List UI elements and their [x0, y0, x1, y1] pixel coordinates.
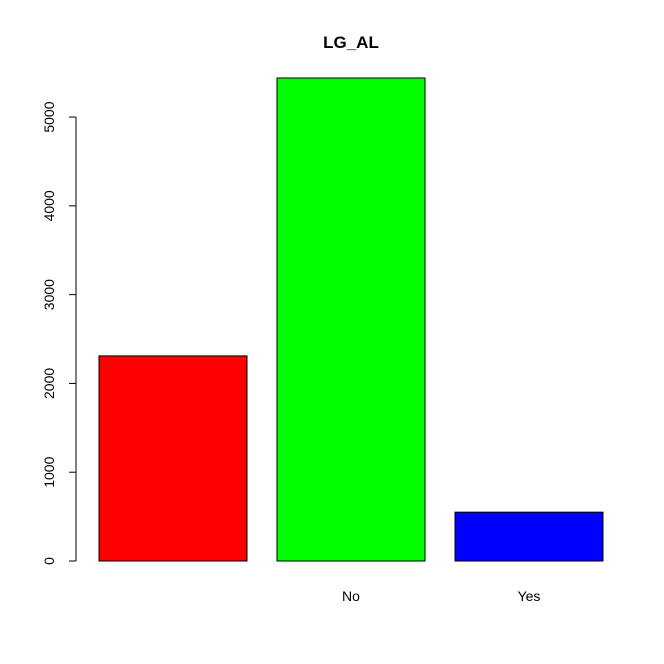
y-tick-label: 0	[41, 557, 57, 565]
bar	[276, 77, 426, 562]
x-category-label: No	[342, 588, 360, 604]
y-tick-label: 1000	[41, 456, 57, 487]
chart-title: LG_AL	[323, 33, 379, 52]
bar	[454, 511, 604, 562]
y-axis: 0 1000 2000 3000 4000 5000	[41, 101, 77, 565]
y-tick-label: 4000	[41, 190, 57, 221]
x-axis-labels: No Yes	[342, 588, 540, 604]
y-tick-label: 3000	[41, 279, 57, 310]
bar	[98, 355, 248, 562]
y-tick-label: 2000	[41, 368, 57, 399]
x-category-label: Yes	[518, 588, 541, 604]
bars-group	[98, 77, 604, 562]
y-tick-label: 5000	[41, 101, 57, 132]
